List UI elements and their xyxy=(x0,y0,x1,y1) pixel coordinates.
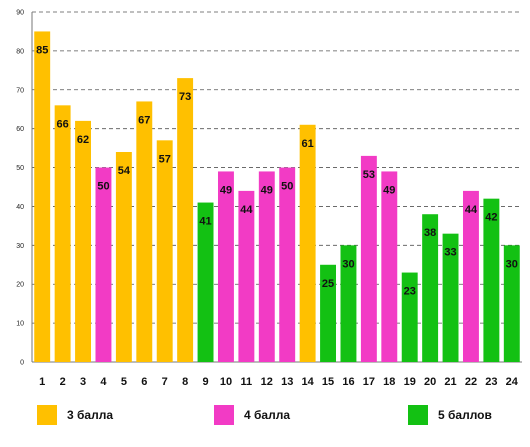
x-tick-label: 2 xyxy=(60,376,66,388)
x-tick-label: 17 xyxy=(363,376,375,388)
x-tick-label: 9 xyxy=(202,376,208,388)
data-label: 73 xyxy=(179,91,191,103)
x-tick-label: 1 xyxy=(39,376,45,388)
data-label: 62 xyxy=(77,134,89,146)
bar xyxy=(34,31,51,362)
x-tick-label: 11 xyxy=(241,376,253,388)
bar xyxy=(442,233,459,362)
x-tick-label: 6 xyxy=(141,376,147,388)
bar xyxy=(54,105,71,362)
data-label: 30 xyxy=(506,258,518,270)
y-tick-label: 20 xyxy=(16,282,24,289)
x-tick-label: 16 xyxy=(342,376,354,388)
bar xyxy=(258,171,275,362)
bar xyxy=(462,190,479,362)
legend-item-5: 5 баллов xyxy=(408,405,492,425)
data-label: 33 xyxy=(444,247,456,259)
bar xyxy=(197,202,214,362)
legend-swatch-4 xyxy=(214,405,234,425)
bar xyxy=(299,124,316,363)
x-tick-label: 8 xyxy=(182,376,188,388)
bar xyxy=(177,78,194,362)
x-tick-label: 24 xyxy=(506,376,519,388)
legend-label-4: 4 балла xyxy=(244,408,291,422)
data-label: 50 xyxy=(97,181,109,193)
data-label: 49 xyxy=(383,184,395,196)
y-tick-label: 10 xyxy=(16,321,24,328)
bar xyxy=(95,167,112,362)
data-label: 85 xyxy=(36,44,48,56)
legend-item-3: 3 балла xyxy=(37,405,113,425)
x-tick-label: 12 xyxy=(261,376,273,388)
x-tick-label: 7 xyxy=(162,376,168,388)
data-label: 66 xyxy=(57,118,69,130)
bar xyxy=(136,101,153,362)
y-tick-label: 0 xyxy=(20,360,24,367)
data-label: 44 xyxy=(465,204,478,216)
legend-label-5: 5 баллов xyxy=(438,408,492,422)
bar xyxy=(279,167,296,362)
y-tick-label: 90 xyxy=(16,10,24,17)
y-tick-label: 80 xyxy=(16,48,24,55)
data-label: 49 xyxy=(220,184,232,196)
y-tick-label: 50 xyxy=(16,165,24,172)
x-tick-label: 23 xyxy=(485,376,497,388)
y-tick-label: 30 xyxy=(16,243,24,250)
x-tick-label: 13 xyxy=(281,376,293,388)
data-label: 50 xyxy=(281,181,293,193)
bar xyxy=(320,264,337,362)
data-label: 30 xyxy=(342,258,354,270)
x-tick-label: 10 xyxy=(220,376,232,388)
data-label: 61 xyxy=(302,138,314,150)
data-label: 41 xyxy=(199,216,211,228)
bar xyxy=(217,171,234,362)
data-label: 54 xyxy=(118,165,131,177)
y-tick-label: 40 xyxy=(16,204,24,211)
bar xyxy=(75,120,92,362)
x-tick-label: 4 xyxy=(100,376,107,388)
data-label: 53 xyxy=(363,169,375,181)
x-tick-label: 18 xyxy=(383,376,395,388)
data-label: 57 xyxy=(159,153,171,165)
bar xyxy=(340,245,357,362)
bar xyxy=(483,198,500,362)
data-label: 44 xyxy=(240,204,253,216)
bar xyxy=(503,245,520,362)
data-label: 38 xyxy=(424,227,436,239)
y-tick-label: 60 xyxy=(16,126,24,133)
x-tick-label: 5 xyxy=(121,376,127,388)
data-label: 49 xyxy=(261,184,273,196)
y-tick-label: 70 xyxy=(16,87,24,94)
data-label: 23 xyxy=(404,286,416,298)
legend-swatch-5 xyxy=(408,405,428,425)
x-tick-label: 22 xyxy=(465,376,477,388)
x-tick-label: 21 xyxy=(444,376,456,388)
bar xyxy=(156,140,173,362)
x-tick-label: 19 xyxy=(404,376,416,388)
data-label: 67 xyxy=(138,114,150,126)
x-tick-label: 3 xyxy=(80,376,86,388)
bar xyxy=(360,155,377,362)
legend-item-4: 4 балла xyxy=(214,405,290,425)
x-tick-label: 14 xyxy=(302,376,315,388)
x-tick-label: 15 xyxy=(322,376,334,388)
legend-swatch-3 xyxy=(37,405,57,425)
bar xyxy=(238,190,255,362)
legend-label-3: 3 балла xyxy=(67,408,114,422)
bar xyxy=(381,171,398,362)
bar xyxy=(401,272,418,362)
data-label: 25 xyxy=(322,278,334,290)
x-tick-label: 20 xyxy=(424,376,436,388)
bar xyxy=(422,214,439,362)
bar xyxy=(115,152,132,362)
data-label: 42 xyxy=(485,212,497,224)
